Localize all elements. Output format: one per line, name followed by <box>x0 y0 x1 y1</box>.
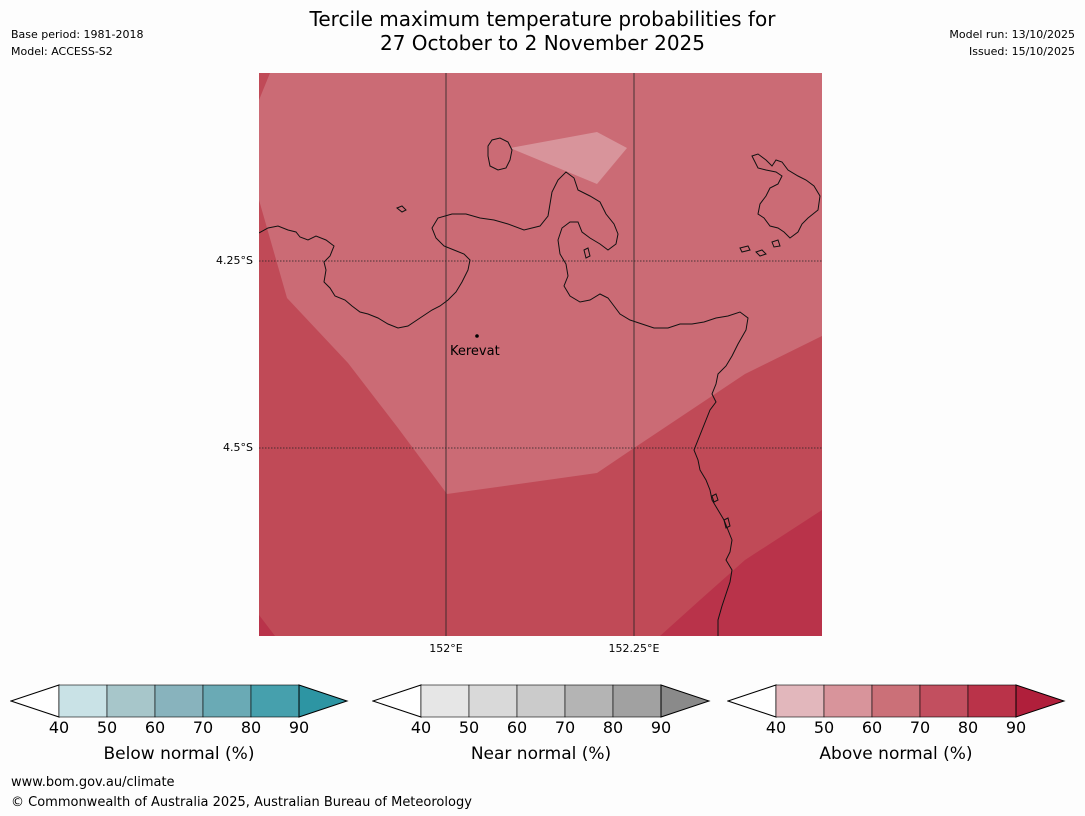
meta-left: Base period: 1981-2018 Model: ACCESS-S2 <box>11 26 143 60</box>
meta-right: Model run: 13/10/2025 Issued: 15/10/2025 <box>949 26 1075 60</box>
colorbar-below-normal <box>10 684 349 718</box>
fill-80-90-corner <box>259 615 275 636</box>
grid-lines <box>259 73 822 636</box>
coastline-islet-4 <box>755 249 767 257</box>
coastline <box>259 137 821 636</box>
lat-label-4-25: 4.25°S <box>216 254 253 267</box>
chart-title: Tercile maximum temperature probabilitie… <box>0 7 1085 55</box>
colorbar-above-normal <box>727 684 1066 718</box>
lon-label-152: 152°E <box>429 642 463 655</box>
tick-label: 40 <box>410 718 432 737</box>
map-fill-layer <box>259 73 822 636</box>
colorbar-cell <box>919 684 969 718</box>
cbar-below-cells <box>58 684 300 718</box>
cbar-near-cells <box>420 684 662 718</box>
colorbar-cell <box>468 684 518 718</box>
tick-label: 80 <box>957 718 979 737</box>
coastline-islet-2 <box>739 245 751 253</box>
colorbar-above-title: Above normal (%) <box>819 744 973 764</box>
colorbar-cell <box>775 684 825 718</box>
tick-label: 40 <box>765 718 787 737</box>
colorbar-cell <box>58 684 108 718</box>
tick-label: 50 <box>96 718 118 737</box>
coastline-islet-3 <box>583 247 591 259</box>
tick-label: 60 <box>861 718 883 737</box>
tick-label: 90 <box>288 718 310 737</box>
cbar-below-min-arrow <box>10 684 60 718</box>
colorbar-cell <box>871 684 921 718</box>
tick-label: 70 <box>192 718 214 737</box>
coastline-islet-1 <box>396 205 407 213</box>
tick-label: 60 <box>506 718 528 737</box>
fill-80-90 <box>660 510 822 636</box>
fill-50-60 <box>510 132 627 184</box>
colorbar-cell <box>202 684 252 718</box>
coastline-islet-5 <box>771 239 781 248</box>
colorbar-below-title: Below normal (%) <box>103 744 255 764</box>
cbar-above-cells <box>775 684 1017 718</box>
colorbar-cell <box>516 684 566 718</box>
tick-label: 60 <box>144 718 166 737</box>
footer-url: www.bom.gov.au/climate <box>11 775 175 790</box>
colorbar-cell <box>154 684 204 718</box>
coastline-main <box>259 171 749 636</box>
cbar-below-max-arrow <box>298 684 349 718</box>
title-line-1: Tercile maximum temperature probabilitie… <box>309 7 776 31</box>
cbar-near-min-arrow <box>372 684 422 718</box>
tick-label: 80 <box>602 718 624 737</box>
colorbar-cell <box>564 684 614 718</box>
coastline-islet-6 <box>711 493 719 503</box>
lat-label-4-5: 4.5°S <box>223 441 253 454</box>
cbar-above-max-arrow <box>1015 684 1066 718</box>
issued-text: Issued: 15/10/2025 <box>968 45 1075 58</box>
colorbar-cell <box>106 684 156 718</box>
tick-label: 70 <box>554 718 576 737</box>
tick-label: 90 <box>1005 718 1027 737</box>
place-label-kerevat: Kerevat <box>450 344 500 359</box>
tick-label: 80 <box>240 718 262 737</box>
colorbar-cell <box>420 684 470 718</box>
fill-60-70 <box>259 73 822 494</box>
base-period-text: Base period: 1981-2018 <box>11 28 144 41</box>
cbar-above-min-arrow <box>727 684 777 718</box>
model-run-text: Model run: 13/10/2025 <box>949 28 1075 41</box>
colorbar-cell <box>250 684 300 718</box>
tick-label: 70 <box>909 718 931 737</box>
cbar-near-max-arrow <box>660 684 711 718</box>
footer-copyright: © Commonwealth of Australia 2025, Austra… <box>11 795 472 810</box>
colorbar-cell <box>612 684 662 718</box>
colorbar-cell <box>823 684 873 718</box>
coastline-islet-7 <box>723 517 731 529</box>
model-text: Model: ACCESS-S2 <box>11 45 113 58</box>
colorbar-near-title: Near normal (%) <box>470 744 612 764</box>
tick-label: 90 <box>650 718 672 737</box>
lon-label-152-25: 152.25°E <box>608 642 660 655</box>
tick-label: 50 <box>813 718 835 737</box>
coastline-island-north <box>487 137 513 171</box>
coastline-east-islands <box>751 153 821 239</box>
title-line-2: 27 October to 2 November 2025 <box>379 31 706 55</box>
colorbar-cell <box>967 684 1017 718</box>
colorbar-near-normal <box>372 684 711 718</box>
tick-label: 40 <box>48 718 70 737</box>
kerevat-marker <box>475 334 479 338</box>
tick-label: 50 <box>458 718 480 737</box>
